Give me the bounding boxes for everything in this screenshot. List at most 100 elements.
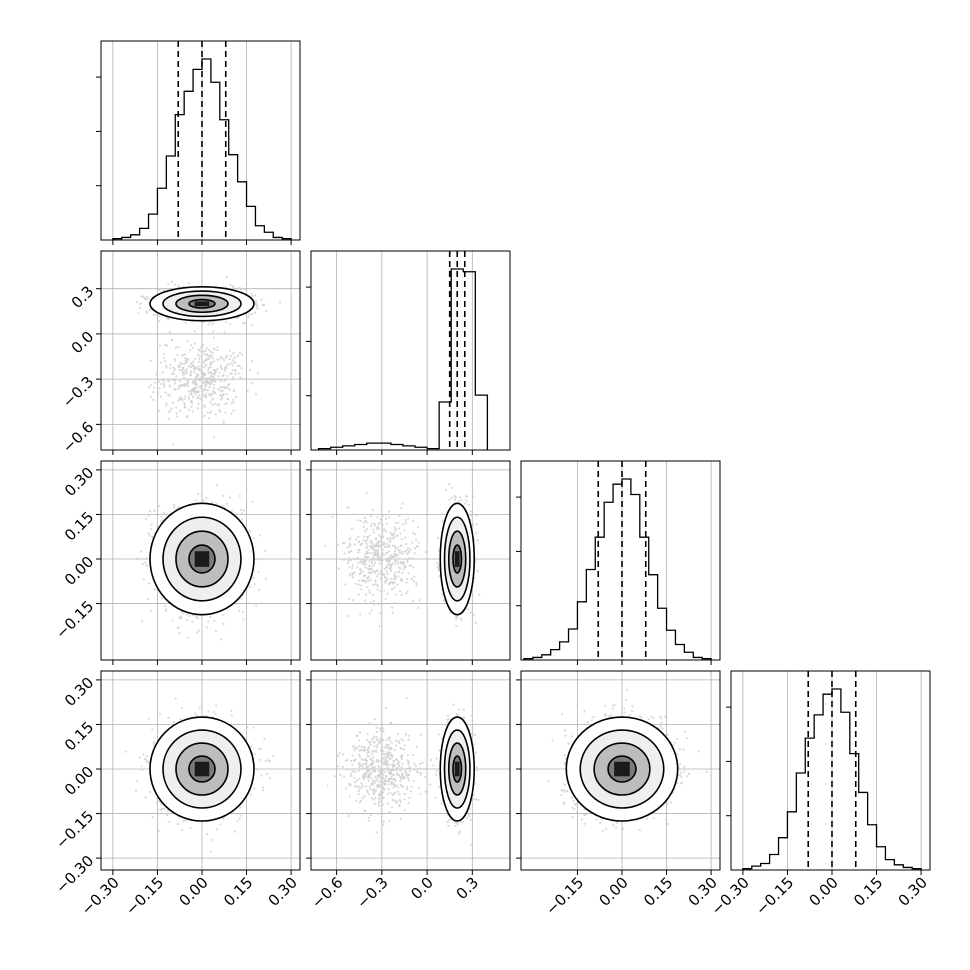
scatter-point [400,579,404,583]
scatter-point [158,505,161,508]
scatter-point [168,384,171,387]
histogram-panel-4: −0.30 −0.15 0.00 0.15 0.30 [708,670,931,919]
scatter-point [183,406,186,409]
scatter-point [147,597,150,601]
scatter-point [240,367,243,370]
scatter-point [173,357,176,361]
scatter-point [400,506,403,510]
scatter-point [164,364,168,367]
scatter-point [210,350,213,353]
scatter-point [212,351,215,354]
scatter-point [148,510,152,513]
scatter-point [213,391,216,394]
scatter-point [164,343,167,347]
scatter-point [200,385,203,388]
scatter-point [177,285,180,288]
scatter-point [371,509,374,512]
scatter-point [194,390,197,393]
scatter-point [198,354,202,358]
scatter-point [202,388,205,391]
scatter-point [207,371,210,374]
scatter-point [231,378,234,381]
scatter-point [238,351,242,355]
scatter-point [232,398,235,402]
scatter-point [368,534,371,537]
scatter-point [195,366,198,370]
scatter-point [209,366,212,369]
scatter-point [250,313,253,316]
scatter-point [248,313,251,316]
scatter-point [197,365,200,368]
scatter-point [187,282,190,285]
axes-frame [730,670,931,871]
scatter-point [205,346,208,350]
scatter-point [222,358,225,361]
scatter-point [360,584,363,587]
scatter-point [215,484,219,487]
scatter-point [197,353,200,356]
scatter-point [160,515,163,519]
scatter-point [158,288,161,291]
scatter-point [162,385,166,388]
scatter-point [436,561,439,565]
scatter-point [145,564,148,567]
panel-content [135,484,267,641]
scatter-point [187,408,190,411]
scatter-point [370,552,373,555]
scatter-point [221,613,224,616]
scatter-point [232,409,235,412]
scatter-point [182,373,185,376]
scatter-point [152,313,155,316]
scatter-point [229,355,232,358]
scatter-point [368,560,371,563]
scatter-point [149,528,153,531]
scatter-point [189,392,193,395]
scatter-point [219,394,222,397]
scatter-point [264,549,267,553]
scatter-point [183,357,186,360]
scatter-point [191,364,194,367]
scatter-point [208,332,211,336]
scatter-point [263,303,266,306]
scatter-point [196,617,199,620]
scatter-point [244,322,247,325]
scatter-point [209,363,212,367]
density-core [194,301,210,307]
scatter-point [209,320,212,324]
scatter-point [169,367,172,370]
scatter-point [255,604,258,607]
scatter-point [250,293,253,296]
histogram-panel-3 [516,460,721,665]
scatter-point [178,409,182,412]
scatter-point [178,397,181,400]
scatter-point [238,364,241,368]
scatter-point [159,382,163,386]
scatter-point [202,499,205,502]
scatter-point [201,390,204,393]
scatter-point [167,417,170,421]
scatter-point [212,436,216,439]
scatter-point [253,311,256,314]
scatter-point [359,613,362,616]
scatter-point [156,371,159,374]
scatter-point [181,371,184,374]
scatter-point [225,354,228,357]
scatter-point [202,361,206,364]
scatter-point [276,287,279,291]
scatter-point [250,323,253,326]
scatter-point [238,286,241,290]
scatter-point [154,588,157,591]
scatter-point [216,367,219,370]
scatter-point [172,372,175,376]
scatter-point [205,384,208,387]
histogram-panel-2 [306,250,511,455]
scatter-point [199,379,202,382]
scatter-point [171,338,174,342]
scatter-point [219,379,222,382]
scatter-point [177,506,180,509]
scatter-point [199,350,202,353]
scatter-point [216,345,219,348]
scatter-point [178,632,181,635]
scatter-point [232,360,236,364]
scatter-point [232,401,235,404]
